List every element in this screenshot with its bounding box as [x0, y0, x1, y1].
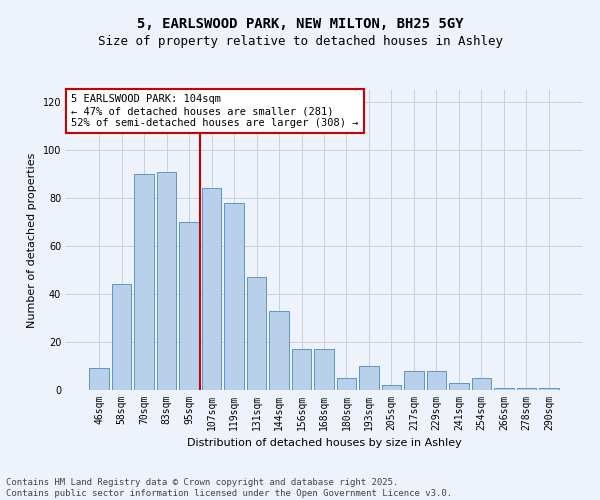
Bar: [112, 284, 131, 390]
X-axis label: Distribution of detached houses by size in Ashley: Distribution of detached houses by size …: [187, 438, 461, 448]
Bar: [404, 371, 424, 390]
Bar: [449, 383, 469, 390]
Text: 5, EARLSWOOD PARK, NEW MILTON, BH25 5GY: 5, EARLSWOOD PARK, NEW MILTON, BH25 5GY: [137, 18, 463, 32]
Bar: [427, 371, 446, 390]
Bar: [382, 385, 401, 390]
Bar: [157, 172, 176, 390]
Y-axis label: Number of detached properties: Number of detached properties: [27, 152, 37, 328]
Bar: [224, 203, 244, 390]
Bar: [539, 388, 559, 390]
Bar: [292, 349, 311, 390]
Bar: [247, 277, 266, 390]
Bar: [494, 388, 514, 390]
Bar: [134, 174, 154, 390]
Bar: [179, 222, 199, 390]
Text: Size of property relative to detached houses in Ashley: Size of property relative to detached ho…: [97, 35, 503, 48]
Bar: [517, 388, 536, 390]
Bar: [269, 311, 289, 390]
Bar: [359, 366, 379, 390]
Text: 5 EARLSWOOD PARK: 104sqm
← 47% of detached houses are smaller (281)
52% of semi-: 5 EARLSWOOD PARK: 104sqm ← 47% of detach…: [71, 94, 359, 128]
Bar: [314, 349, 334, 390]
Bar: [89, 368, 109, 390]
Bar: [337, 378, 356, 390]
Text: Contains HM Land Registry data © Crown copyright and database right 2025.
Contai: Contains HM Land Registry data © Crown c…: [6, 478, 452, 498]
Bar: [202, 188, 221, 390]
Bar: [472, 378, 491, 390]
